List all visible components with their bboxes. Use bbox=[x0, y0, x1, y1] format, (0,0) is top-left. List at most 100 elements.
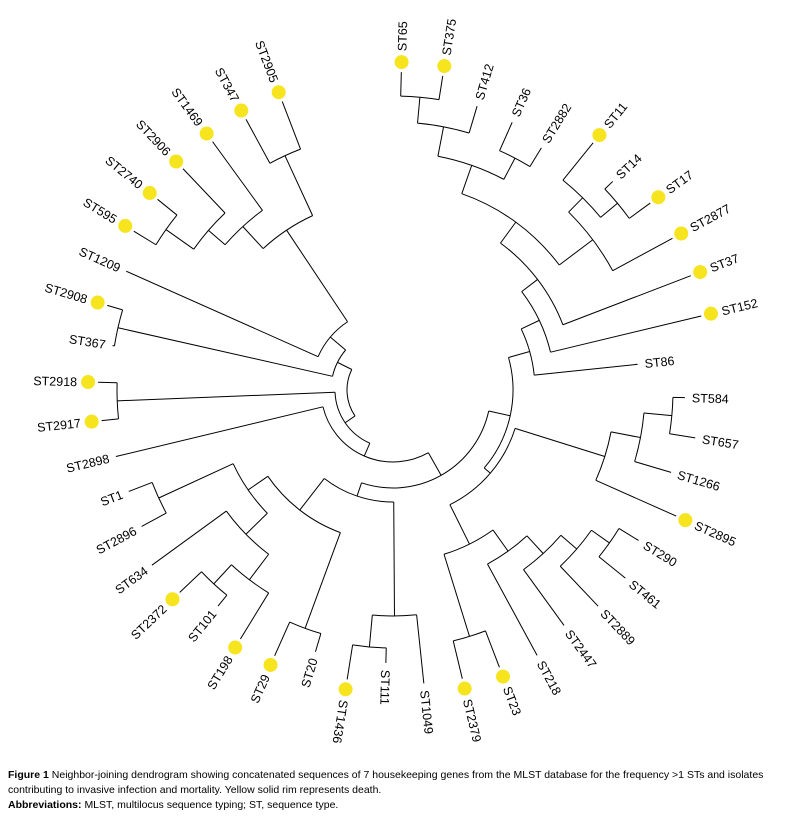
branch-arc bbox=[232, 463, 268, 514]
branch-arc bbox=[225, 510, 269, 555]
branch-line bbox=[534, 363, 638, 376]
death-dot bbox=[142, 186, 157, 201]
leaf-label: ST2905 bbox=[252, 39, 281, 85]
branch-arc bbox=[449, 428, 516, 506]
branch-line bbox=[337, 361, 353, 370]
branch-line bbox=[151, 510, 227, 566]
branch-line bbox=[521, 319, 540, 330]
branch-arc bbox=[116, 382, 120, 419]
branch-line bbox=[669, 433, 696, 439]
leaf-label: ST2372 bbox=[128, 602, 169, 642]
branch-line bbox=[508, 351, 530, 358]
branch-arc bbox=[262, 215, 313, 249]
branch-line bbox=[368, 615, 373, 647]
branch-arc bbox=[500, 242, 564, 325]
branch-line bbox=[304, 532, 341, 629]
leaf-label: ST461 bbox=[626, 578, 663, 612]
branch-line bbox=[182, 168, 226, 214]
branch-line bbox=[500, 221, 517, 244]
leaf-label: ST65 bbox=[395, 21, 410, 51]
branch-line bbox=[141, 512, 167, 527]
branch-line bbox=[468, 106, 478, 134]
branch-line bbox=[560, 534, 578, 550]
leaf-label: ST29 bbox=[248, 672, 273, 705]
branch-line bbox=[344, 415, 356, 424]
branch-line bbox=[438, 75, 444, 100]
branch-arc bbox=[568, 211, 614, 271]
leaf-label: ST101 bbox=[185, 607, 219, 644]
branch-line bbox=[356, 482, 363, 497]
branch-arc bbox=[523, 534, 562, 571]
branch-arc bbox=[267, 476, 341, 534]
leaf-label: ST2908 bbox=[43, 281, 89, 307]
branch-line bbox=[437, 126, 445, 157]
leaf-label: ST1209 bbox=[77, 245, 123, 276]
leaf-label: ST367 bbox=[68, 332, 107, 352]
death-dot bbox=[457, 681, 472, 696]
leaf-label: ST37 bbox=[708, 251, 741, 275]
branch-line bbox=[461, 165, 473, 194]
death-dot bbox=[592, 128, 607, 143]
branch-line bbox=[449, 504, 470, 545]
leaf-label: ST2918 bbox=[33, 374, 77, 389]
death-dot bbox=[271, 85, 286, 100]
leaf-label: ST1266 bbox=[676, 468, 722, 494]
branch-arc bbox=[461, 193, 560, 266]
branch-line bbox=[514, 427, 605, 458]
death-dot bbox=[703, 306, 718, 321]
leaf-label: ST2896 bbox=[94, 524, 139, 557]
leaf-label: ST218 bbox=[534, 658, 564, 697]
death-dot bbox=[199, 126, 214, 141]
branch-arc bbox=[487, 535, 528, 565]
branch-line bbox=[562, 142, 594, 181]
leaf-label: ST412 bbox=[473, 62, 497, 101]
death-dot bbox=[165, 592, 180, 607]
death-dot bbox=[84, 414, 99, 429]
leaf-label: ST36 bbox=[509, 86, 534, 119]
branch-arc bbox=[324, 478, 394, 503]
branch-line bbox=[346, 644, 354, 680]
leaf-label: ST2917 bbox=[36, 416, 81, 435]
caption-line: Figure 1 Neighbor-joining dendrogram sho… bbox=[8, 768, 778, 798]
leaf-label: ST2447 bbox=[562, 627, 599, 671]
death-dot bbox=[651, 190, 666, 205]
branch-line bbox=[452, 640, 463, 679]
caption-label: Figure 1 bbox=[8, 769, 49, 781]
branch-line bbox=[247, 475, 269, 491]
leaf-label: ST23 bbox=[500, 685, 524, 718]
leaf-label: ST20 bbox=[299, 657, 321, 690]
branch-line bbox=[208, 229, 226, 246]
branch-line bbox=[568, 197, 584, 213]
branch-line bbox=[591, 529, 610, 544]
branch-line bbox=[610, 431, 641, 439]
branch-arc bbox=[559, 529, 592, 567]
branch-arc bbox=[437, 155, 505, 180]
death-dot bbox=[118, 218, 133, 233]
branch-line bbox=[484, 630, 500, 668]
branch-line bbox=[217, 594, 228, 607]
branch-line bbox=[499, 122, 513, 151]
leaf-label: ST17 bbox=[663, 168, 695, 197]
leaf-label: ST595 bbox=[81, 195, 120, 226]
branch-line bbox=[212, 141, 263, 211]
death-dot bbox=[394, 55, 409, 70]
branch-line bbox=[115, 406, 324, 458]
leaf-label: ST2895 bbox=[692, 519, 738, 550]
death-dot bbox=[169, 154, 184, 169]
branch-line bbox=[550, 315, 702, 353]
branch-line bbox=[643, 412, 672, 417]
branch-line bbox=[314, 633, 322, 652]
branch-line bbox=[526, 535, 544, 554]
branch-line bbox=[604, 181, 614, 190]
branch-line bbox=[242, 226, 264, 249]
branch-arc bbox=[346, 369, 356, 417]
branch-arc bbox=[334, 392, 371, 444]
branch-line bbox=[213, 564, 232, 585]
branch-line bbox=[157, 198, 178, 216]
leaf-label: ST86 bbox=[644, 354, 675, 371]
branch-line bbox=[559, 565, 599, 607]
branch-arc bbox=[521, 291, 552, 353]
branch-line bbox=[483, 467, 491, 474]
leaf-label: ST2889 bbox=[598, 607, 638, 648]
death-dot bbox=[437, 59, 452, 74]
